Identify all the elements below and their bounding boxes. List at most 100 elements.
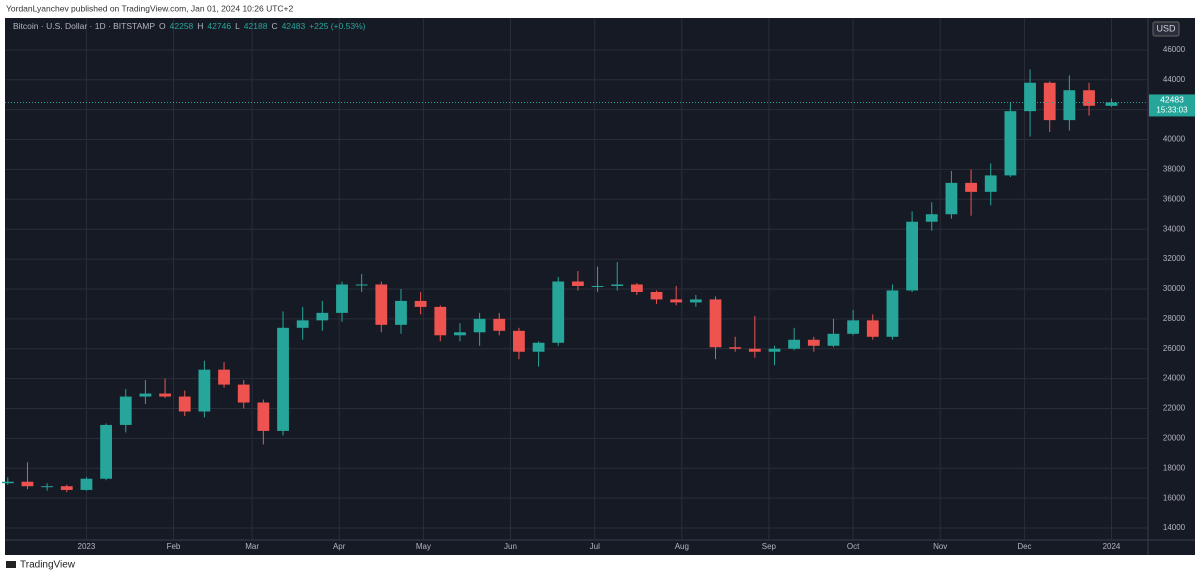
x-tick-label: Jun bbox=[504, 542, 517, 551]
candle-body bbox=[21, 481, 34, 487]
ohlc-letter: L bbox=[235, 21, 240, 31]
candle-body bbox=[237, 384, 250, 403]
candle-body bbox=[41, 486, 54, 488]
y-tick-label: 16000 bbox=[1163, 493, 1186, 502]
candle-body bbox=[1024, 82, 1036, 112]
candle-body bbox=[552, 281, 565, 343]
currency-label[interactable]: USD bbox=[1156, 23, 1176, 33]
candle-body bbox=[80, 478, 93, 490]
x-tick-label: May bbox=[416, 542, 431, 551]
y-tick-label: 40000 bbox=[1163, 135, 1186, 144]
symbol: Bitcoin · U.S. Dollar · 1D · BITSTAMP bbox=[13, 21, 155, 31]
candle-body bbox=[178, 396, 191, 412]
candle-body bbox=[159, 393, 171, 397]
candle-body bbox=[807, 339, 820, 346]
candle-body bbox=[414, 300, 427, 307]
candle-body bbox=[100, 424, 112, 479]
candle-body bbox=[748, 348, 761, 352]
x-tick-label: Aug bbox=[675, 542, 689, 551]
x-tick-label: 2024 bbox=[1103, 542, 1121, 551]
candle-body bbox=[925, 214, 938, 222]
candle-body bbox=[689, 299, 702, 303]
x-tick-label: Jul bbox=[590, 542, 600, 551]
candle-body bbox=[984, 175, 997, 192]
x-tick-label: Feb bbox=[167, 542, 181, 551]
candle-body bbox=[434, 306, 447, 336]
ohlc-value: 42188 bbox=[244, 21, 268, 31]
y-tick-label: 26000 bbox=[1163, 344, 1186, 353]
candle-body bbox=[729, 347, 742, 349]
x-tick-label: Oct bbox=[847, 542, 860, 551]
candle-body bbox=[1063, 90, 1076, 121]
candle-body bbox=[375, 284, 388, 325]
candle-body bbox=[355, 284, 368, 286]
candle-body bbox=[1083, 90, 1095, 106]
publisher-line: YordanLyanchev published on TradingView.… bbox=[6, 3, 294, 13]
ohlc-value: 42746 bbox=[207, 21, 231, 31]
y-tick-label: 46000 bbox=[1163, 45, 1186, 54]
change: +225 (+0.53%) bbox=[309, 21, 365, 31]
candle-body bbox=[395, 300, 407, 325]
candle-body bbox=[1, 481, 14, 484]
candle-body bbox=[454, 332, 466, 336]
grid bbox=[5, 18, 1148, 540]
candle-body bbox=[572, 281, 584, 286]
candle-body bbox=[277, 327, 289, 431]
currency-box[interactable] bbox=[1152, 21, 1180, 37]
ohlc-letter: O bbox=[159, 21, 166, 31]
y-tick-label: 24000 bbox=[1163, 374, 1186, 383]
candle-body bbox=[119, 396, 132, 425]
candle-body bbox=[493, 318, 506, 331]
candle-body bbox=[257, 402, 270, 431]
candle-body bbox=[650, 291, 663, 300]
x-tick-label: Nov bbox=[933, 542, 947, 551]
ohlc-value: 42483 bbox=[282, 21, 306, 31]
x-tick-label: Apr bbox=[333, 542, 346, 551]
y-tick-label: 30000 bbox=[1163, 284, 1186, 293]
ohlc-value: 42258 bbox=[170, 21, 194, 31]
candle-body bbox=[60, 486, 73, 490]
candle-body bbox=[906, 221, 918, 291]
y-tick-label: 28000 bbox=[1163, 314, 1186, 323]
candle-body bbox=[591, 285, 604, 287]
candle-body bbox=[198, 369, 211, 412]
candle-body bbox=[670, 299, 683, 303]
y-tick-label: 34000 bbox=[1163, 224, 1186, 233]
y-tick-label: 36000 bbox=[1163, 194, 1186, 203]
candle-body bbox=[611, 284, 624, 286]
candle-body bbox=[336, 284, 348, 313]
candle-body bbox=[532, 342, 545, 352]
countdown: 15:33:03 bbox=[1156, 106, 1188, 115]
brand: TradingView bbox=[20, 560, 76, 571]
legend: Bitcoin · U.S. Dollar · 1D · BITSTAMP O 42… bbox=[13, 21, 366, 31]
candle-body bbox=[965, 182, 977, 192]
candle-body bbox=[316, 312, 329, 321]
candle-body bbox=[768, 348, 781, 352]
candle-body bbox=[827, 333, 840, 346]
last-price-label: 42483 bbox=[1160, 95, 1184, 105]
candle-body bbox=[1105, 102, 1118, 106]
x-tick-label: Dec bbox=[1017, 542, 1031, 551]
candle-body bbox=[296, 320, 309, 328]
candle-body bbox=[847, 320, 860, 334]
candle-body bbox=[473, 318, 486, 333]
candle-body bbox=[1043, 82, 1056, 121]
candles bbox=[1, 69, 1118, 493]
candle-body bbox=[886, 290, 899, 337]
y-tick-label: 18000 bbox=[1163, 463, 1186, 472]
last-price-box bbox=[1149, 94, 1195, 117]
y-tick-label: 22000 bbox=[1163, 404, 1186, 413]
candle-body bbox=[218, 369, 230, 385]
candle-body bbox=[945, 182, 958, 215]
candle-body bbox=[139, 393, 152, 397]
ohlc-letter: H bbox=[197, 21, 203, 31]
tv-logo bbox=[6, 561, 16, 568]
ohlc-letter: C bbox=[271, 21, 277, 31]
y-tick-label: 32000 bbox=[1163, 254, 1186, 263]
candle-body bbox=[788, 339, 801, 349]
x-tick-label: 2023 bbox=[78, 542, 96, 551]
candle-body bbox=[630, 284, 643, 292]
candle-body bbox=[513, 330, 525, 352]
